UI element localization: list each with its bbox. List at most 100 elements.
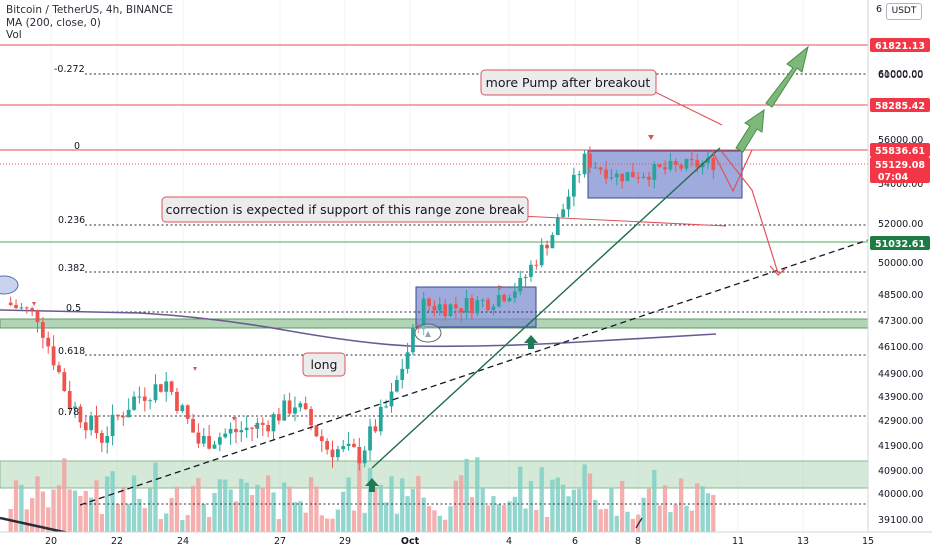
candle-body[interactable] (464, 298, 469, 313)
candle-body[interactable] (647, 176, 651, 180)
candle-body[interactable] (105, 436, 110, 443)
candle-body[interactable] (14, 305, 18, 309)
candle-body[interactable] (298, 403, 303, 408)
candle-body[interactable] (94, 415, 99, 434)
left-edge-circle[interactable] (0, 275, 19, 295)
candle-body[interactable] (389, 391, 394, 407)
candle-body[interactable] (83, 422, 88, 431)
candle-body[interactable] (475, 300, 480, 314)
candle-body[interactable] (110, 414, 115, 437)
candle-body[interactable] (620, 173, 625, 182)
candle-body[interactable] (711, 157, 716, 171)
candle-body[interactable] (416, 327, 421, 330)
uptrend-line[interactable] (371, 147, 721, 469)
candle-body[interactable] (30, 308, 35, 311)
candle-body[interactable] (555, 217, 560, 236)
candle-body[interactable] (196, 432, 201, 444)
candle-body[interactable] (411, 327, 415, 353)
correction-arrow[interactable] (721, 151, 779, 274)
callout-pump[interactable]: more Pump after breakout (480, 69, 657, 96)
candle-body[interactable] (545, 244, 549, 249)
callout-correction[interactable]: correction is expected if support of thi… (161, 196, 529, 223)
candle-body[interactable] (577, 174, 582, 176)
candle-body[interactable] (652, 164, 657, 180)
candle-body[interactable] (571, 174, 576, 197)
candle-body[interactable] (539, 244, 544, 266)
candle-body[interactable] (378, 406, 383, 432)
candle-body[interactable] (598, 167, 603, 170)
candle-body[interactable] (185, 405, 190, 419)
candle-body[interactable] (212, 444, 217, 449)
pump-arrows[interactable] (735, 45, 809, 153)
candle-body[interactable] (46, 337, 51, 347)
candle-body[interactable] (239, 430, 244, 433)
candle-body[interactable] (614, 173, 619, 178)
candle-body[interactable] (121, 416, 126, 418)
legend-title[interactable]: Bitcoin / TetherUS, 4h, BINANCE (6, 4, 174, 16)
candle-body[interactable] (582, 153, 587, 175)
candle-body[interactable] (630, 172, 635, 178)
candle-body[interactable] (78, 406, 83, 423)
candle-body[interactable] (325, 440, 330, 450)
candle-body[interactable] (341, 446, 346, 450)
candle-body[interactable] (405, 352, 410, 369)
candle-body[interactable] (250, 427, 254, 429)
candle-body[interactable] (352, 443, 356, 447)
candle-body[interactable] (8, 302, 13, 306)
candle-body[interactable] (137, 396, 142, 398)
candle-body[interactable] (609, 177, 614, 179)
candle-body[interactable] (480, 299, 485, 301)
candle-body[interactable] (346, 443, 351, 447)
candle-body[interactable] (373, 426, 378, 432)
candle-body[interactable] (362, 450, 367, 464)
candle-body[interactable] (636, 177, 641, 179)
candle-body[interactable] (421, 298, 426, 330)
candle-body[interactable] (309, 409, 313, 426)
candle-body[interactable] (668, 161, 673, 170)
candle-body[interactable] (593, 167, 598, 169)
candle-body[interactable] (641, 176, 646, 178)
candle-body[interactable] (561, 209, 566, 218)
candle-body[interactable] (470, 298, 474, 314)
candle-body[interactable] (175, 391, 179, 412)
candle-body[interactable] (191, 418, 195, 433)
candle-body[interactable] (287, 400, 292, 414)
candle-body[interactable] (588, 153, 592, 168)
candle-body[interactable] (491, 306, 496, 310)
candle-body[interactable] (453, 304, 458, 309)
candle-body[interactable] (507, 297, 512, 302)
candle-body[interactable] (293, 407, 297, 414)
candle-body[interactable] (62, 372, 67, 392)
candle-body[interactable] (148, 400, 153, 402)
candle-body[interactable] (51, 346, 56, 366)
candle-body[interactable] (695, 160, 700, 168)
candle-body[interactable] (201, 435, 206, 444)
legend-vol[interactable]: Vol (6, 29, 22, 41)
candle-body[interactable] (99, 433, 104, 443)
candle-body[interactable] (486, 299, 490, 310)
candle-body[interactable] (679, 164, 684, 169)
candle-body[interactable] (180, 405, 185, 412)
candle-body[interactable] (502, 294, 507, 302)
candle-body[interactable] (57, 365, 61, 373)
candle-body[interactable] (673, 161, 678, 165)
candle-body[interactable] (153, 384, 158, 401)
candle-body[interactable] (234, 428, 238, 433)
callout-long[interactable]: long (302, 352, 346, 377)
candle-body[interactable] (319, 436, 324, 441)
candle-body[interactable] (303, 403, 308, 410)
candle-body[interactable] (142, 396, 147, 401)
candle-body[interactable] (67, 391, 72, 409)
candle-body[interactable] (24, 307, 29, 309)
candle-body[interactable] (335, 449, 340, 458)
candle-body[interactable] (330, 449, 335, 458)
price-axis-bg[interactable] (868, 0, 932, 532)
candle-body[interactable] (282, 400, 287, 421)
candle-body[interactable] (228, 428, 233, 434)
candle-body[interactable] (217, 437, 222, 445)
candle-body[interactable] (266, 424, 271, 432)
candle-body[interactable] (566, 196, 571, 210)
candle-body[interactable] (657, 164, 662, 168)
candle-body[interactable] (427, 298, 431, 306)
